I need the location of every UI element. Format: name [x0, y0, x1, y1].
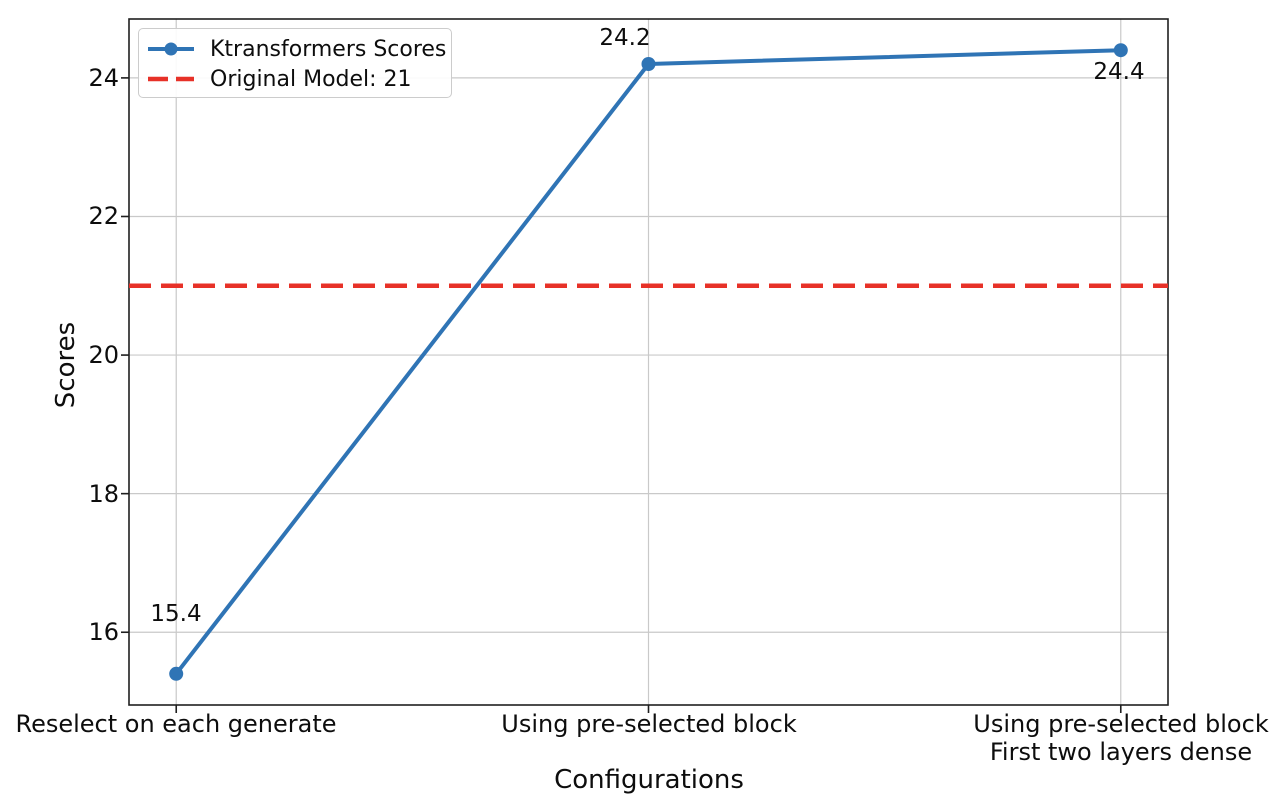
- legend: Ktransformers Scores Original Model: 21: [138, 28, 452, 98]
- dashed-line-icon: [148, 76, 194, 82]
- data-point-marker: [1113, 43, 1128, 58]
- line-with-marker-icon: [148, 42, 194, 56]
- data-point-marker: [641, 57, 656, 71]
- legend-label-series: Ktransformers Scores: [210, 36, 447, 62]
- data-point-marker: [169, 666, 184, 681]
- legend-label-reference: Original Model: 21: [210, 66, 412, 92]
- legend-entry-reference: Original Model: 21: [147, 64, 451, 94]
- legend-entry-series: Ktransformers Scores: [147, 34, 451, 64]
